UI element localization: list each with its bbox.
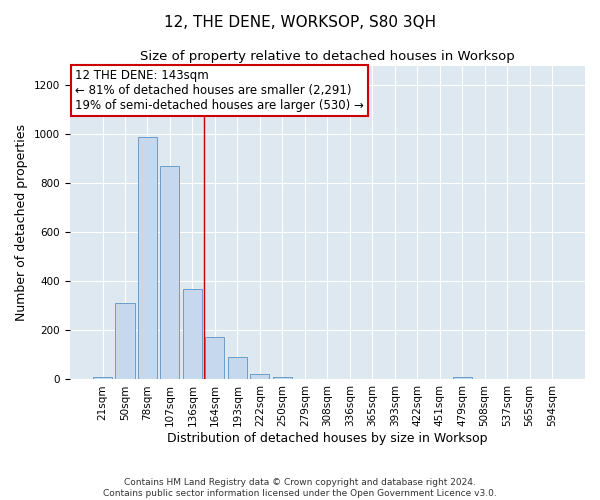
Title: Size of property relative to detached houses in Worksop: Size of property relative to detached ho… bbox=[140, 50, 515, 63]
Bar bbox=[93, 377, 112, 380]
Text: 12 THE DENE: 143sqm
← 81% of detached houses are smaller (2,291)
19% of semi-det: 12 THE DENE: 143sqm ← 81% of detached ho… bbox=[74, 68, 364, 112]
Bar bbox=[160, 166, 179, 380]
Bar bbox=[205, 336, 224, 380]
Bar bbox=[452, 377, 472, 380]
Bar bbox=[115, 304, 134, 380]
Bar bbox=[183, 288, 202, 380]
X-axis label: Distribution of detached houses by size in Worksop: Distribution of detached houses by size … bbox=[167, 432, 488, 445]
Y-axis label: Number of detached properties: Number of detached properties bbox=[15, 124, 28, 321]
Text: Contains HM Land Registry data © Crown copyright and database right 2024.
Contai: Contains HM Land Registry data © Crown c… bbox=[103, 478, 497, 498]
Bar bbox=[273, 377, 292, 380]
Bar bbox=[250, 374, 269, 380]
Bar bbox=[138, 136, 157, 380]
Text: 12, THE DENE, WORKSOP, S80 3QH: 12, THE DENE, WORKSOP, S80 3QH bbox=[164, 15, 436, 30]
Bar bbox=[228, 358, 247, 380]
